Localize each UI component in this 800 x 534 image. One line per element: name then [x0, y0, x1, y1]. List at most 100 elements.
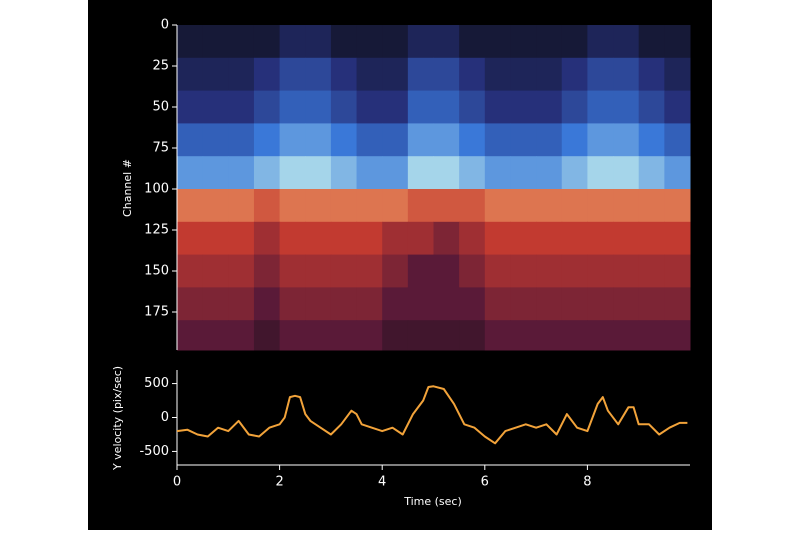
x-tick-label: 8	[583, 475, 591, 490]
heat-cell	[202, 287, 229, 321]
heat-cell	[177, 287, 204, 321]
heat-cell	[613, 320, 640, 351]
heat-cell	[484, 287, 511, 321]
heat-cell	[638, 254, 665, 288]
heat-cell	[459, 57, 486, 92]
heat-cell	[305, 189, 332, 223]
heat-cell	[587, 123, 614, 157]
heat-cell	[382, 25, 409, 59]
x-tick-label: 2	[275, 475, 283, 490]
heat-cell	[228, 123, 255, 157]
y-tick-label: 0	[161, 410, 169, 425]
heat-cell	[356, 156, 383, 190]
heat-cell	[407, 320, 434, 351]
heat-cell	[202, 156, 229, 190]
heat-cell	[253, 25, 281, 59]
y-tick-label: 150	[144, 264, 169, 279]
heat-cell	[407, 189, 434, 223]
heat-cell	[536, 221, 563, 256]
heat-cell	[561, 189, 588, 223]
heat-cell	[202, 25, 229, 59]
heat-cell	[561, 287, 588, 321]
heat-cell	[638, 221, 665, 256]
heat-cell	[664, 287, 691, 321]
heat-cell	[510, 123, 537, 157]
y-tick-label: 175	[144, 305, 169, 320]
heat-cell	[382, 90, 409, 124]
heat-cell	[253, 254, 281, 288]
heat-cell	[330, 123, 358, 157]
heat-cell	[510, 287, 537, 321]
heat-cell	[433, 254, 460, 288]
heat-cell	[587, 221, 614, 256]
heat-cell	[305, 156, 332, 190]
y-tick-label: 100	[144, 182, 169, 197]
heat-cell	[510, 221, 537, 256]
heat-cell	[664, 221, 691, 256]
heat-cell	[484, 156, 511, 190]
heat-cell	[561, 90, 588, 124]
heat-cell	[587, 156, 614, 190]
heat-cell	[228, 156, 255, 190]
heat-cell	[536, 156, 563, 190]
heat-cell	[407, 123, 434, 157]
heat-cell	[253, 123, 281, 157]
heat-cell	[177, 90, 204, 124]
heat-cell	[510, 25, 537, 59]
heat-cell	[433, 57, 460, 92]
heat-cell	[382, 320, 409, 351]
heat-cell	[330, 320, 358, 351]
heat-cell	[177, 25, 204, 59]
heat-cell	[279, 287, 306, 321]
heat-cell	[356, 123, 383, 157]
heat-cell	[382, 57, 409, 92]
heat-cell	[484, 57, 511, 92]
heat-cell	[536, 320, 563, 351]
heat-cell	[228, 189, 255, 223]
heat-cell	[561, 254, 588, 288]
heat-cell	[433, 123, 460, 157]
heat-cell	[330, 254, 358, 288]
heat-cell	[433, 221, 460, 256]
heat-cell	[202, 320, 229, 351]
heat-cell	[228, 320, 255, 351]
y-tick-label: 50	[152, 100, 169, 115]
heat-cell	[459, 25, 486, 59]
heat-cell	[484, 25, 511, 59]
heat-cell	[433, 90, 460, 124]
heat-cell	[510, 57, 537, 92]
heat-cell	[561, 221, 588, 256]
heat-cell	[177, 57, 204, 92]
heat-cell	[253, 57, 281, 92]
heat-cell	[228, 25, 255, 59]
x-tick-label: 0	[173, 475, 181, 490]
heat-cell	[356, 189, 383, 223]
heat-cell	[253, 287, 281, 321]
heat-cell	[177, 320, 204, 351]
heat-cell	[664, 156, 691, 190]
heat-cell	[459, 189, 486, 223]
heat-cell	[613, 221, 640, 256]
heat-cell	[433, 320, 460, 351]
heat-cell	[202, 123, 229, 157]
heat-cell	[510, 320, 537, 351]
heat-cell	[407, 254, 434, 288]
heat-cell	[536, 57, 563, 92]
heat-cell	[330, 189, 358, 223]
heat-cell	[613, 189, 640, 223]
heat-cell	[177, 123, 204, 157]
heat-cell	[228, 254, 255, 288]
heat-cell	[202, 254, 229, 288]
heat-cell	[356, 287, 383, 321]
heat-cell	[382, 221, 409, 256]
heat-cell	[279, 90, 306, 124]
heat-cell	[536, 90, 563, 124]
heat-cell	[664, 90, 691, 124]
heat-cell	[561, 57, 588, 92]
heat-cell	[536, 189, 563, 223]
y-tick-label: 500	[144, 376, 169, 391]
heat-cell	[253, 90, 281, 124]
heat-cell	[433, 287, 460, 321]
heat-cell	[330, 156, 358, 190]
